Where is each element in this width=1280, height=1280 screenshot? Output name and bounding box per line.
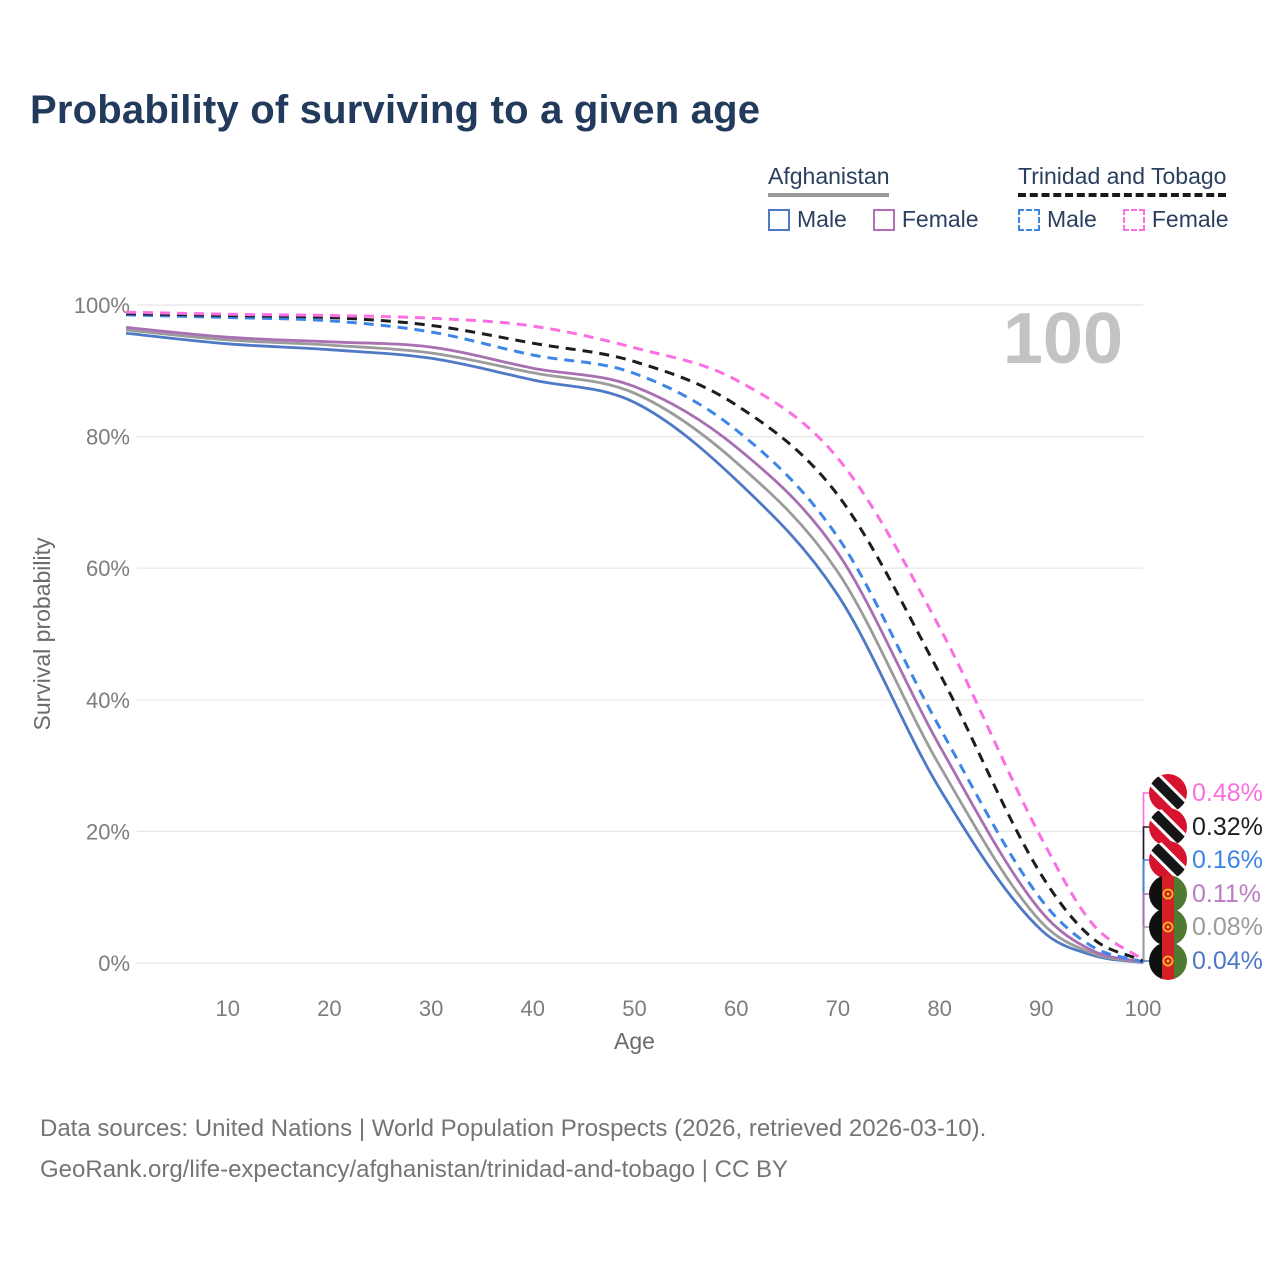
legend-item-label: Male: [797, 206, 847, 232]
y-tick-label: 0%: [98, 951, 130, 976]
y-tick-label: 20%: [86, 819, 130, 844]
y-axis-title: Survival probability: [29, 537, 55, 731]
afghanistan-flag-icon: [1149, 942, 1187, 980]
trinidad-and-tobago-flag-icon: [1149, 774, 1187, 812]
x-tick-label: 80: [927, 996, 951, 1021]
legend-item-afghanistan-male[interactable]: Male: [768, 206, 847, 233]
legend-group-trinidad-and-tobago: Trinidad and Tobago Male Female: [1018, 163, 1229, 233]
attribution-line: GeoRank.org/life-expectancy/afghanistan/…: [40, 1156, 788, 1183]
legend-item-label: Male: [1047, 206, 1097, 232]
checkbox-icon: [872, 208, 895, 231]
curve-afghanistan-female: [125, 326, 1144, 964]
end-label-afghanistan-female: 0.11%: [1149, 875, 1261, 913]
end-label-trinidad-and-tobago-female: 0.48%: [1149, 774, 1263, 812]
curve-trinidad-and-tobago-both: [125, 312, 1144, 963]
x-axis-title: Age: [614, 1028, 655, 1054]
end-label-value: 0.08%: [1192, 912, 1263, 941]
checkbox-icon: [768, 208, 790, 231]
hovered-age-watermark: 100: [1002, 299, 1123, 379]
x-tick-label: 20: [317, 996, 341, 1021]
legend-item-afghanistan-female[interactable]: Female: [872, 206, 979, 233]
curve-trinidad-and-tobago-male: [125, 313, 1144, 964]
data-source-note: Data sources: United Nations | World Pop…: [40, 1108, 986, 1190]
legend-group-afghanistan: Afghanistan Male Female: [768, 163, 979, 233]
end-label-connector: [1142, 960, 1149, 963]
y-tick-label: 40%: [86, 688, 130, 713]
x-tick-label: 50: [622, 996, 646, 1021]
end-label-trinidad-and-tobago-both: 0.32%: [1149, 808, 1263, 846]
end-label-value: 0.48%: [1192, 778, 1263, 807]
afghanistan-flag-icon: [1149, 908, 1187, 946]
legend-item-label: Female: [901, 206, 979, 232]
x-tick-label: 40: [521, 996, 545, 1021]
curve-afghanistan-both: [125, 328, 1144, 964]
end-label-value: 0.32%: [1192, 812, 1263, 841]
trinidad-and-tobago-flag-icon: [1149, 841, 1187, 879]
legend-country-trinidad-and-tobago: Trinidad and Tobago: [1018, 163, 1227, 197]
checkbox-icon: [1018, 208, 1040, 231]
y-tick-label: 100%: [74, 293, 130, 318]
y-tick-label: 60%: [86, 556, 130, 581]
legend-item-label: Female: [1151, 206, 1229, 232]
end-label-value: 0.11%: [1192, 879, 1262, 908]
afghanistan-flag-icon: [1149, 875, 1187, 913]
end-label-afghanistan-both: 0.08%: [1149, 908, 1263, 946]
checkbox-icon: [1122, 208, 1145, 231]
y-tick-label: 80%: [86, 425, 130, 450]
end-label-trinidad-and-tobago-male: 0.16%: [1149, 841, 1263, 879]
legend-item-trinidad-male[interactable]: Male: [1018, 206, 1097, 233]
curve-trinidad-and-tobago-female: [125, 310, 1144, 962]
legend-item-trinidad-female[interactable]: Female: [1122, 206, 1229, 233]
x-tick-label: 70: [826, 996, 850, 1021]
x-tick-label: 10: [215, 996, 239, 1021]
x-tick-label: 60: [724, 996, 748, 1021]
end-label-afghanistan-male: 0.04%: [1149, 942, 1263, 980]
x-tick-label: 30: [419, 996, 443, 1021]
end-label-value: 0.16%: [1192, 845, 1263, 874]
end-label-connector: [1142, 926, 1149, 963]
end-label-value: 0.04%: [1192, 946, 1263, 975]
curve-afghanistan-male: [125, 331, 1144, 965]
data-source-line: Data sources: United Nations | World Pop…: [40, 1115, 987, 1142]
legend-country-afghanistan: Afghanistan: [768, 163, 890, 197]
trinidad-and-tobago-flag-icon: [1149, 808, 1187, 846]
x-tick-label: 90: [1029, 996, 1053, 1021]
page-title: Probability of surviving to a given age: [30, 88, 761, 132]
x-tick-label: 100: [1125, 996, 1162, 1021]
